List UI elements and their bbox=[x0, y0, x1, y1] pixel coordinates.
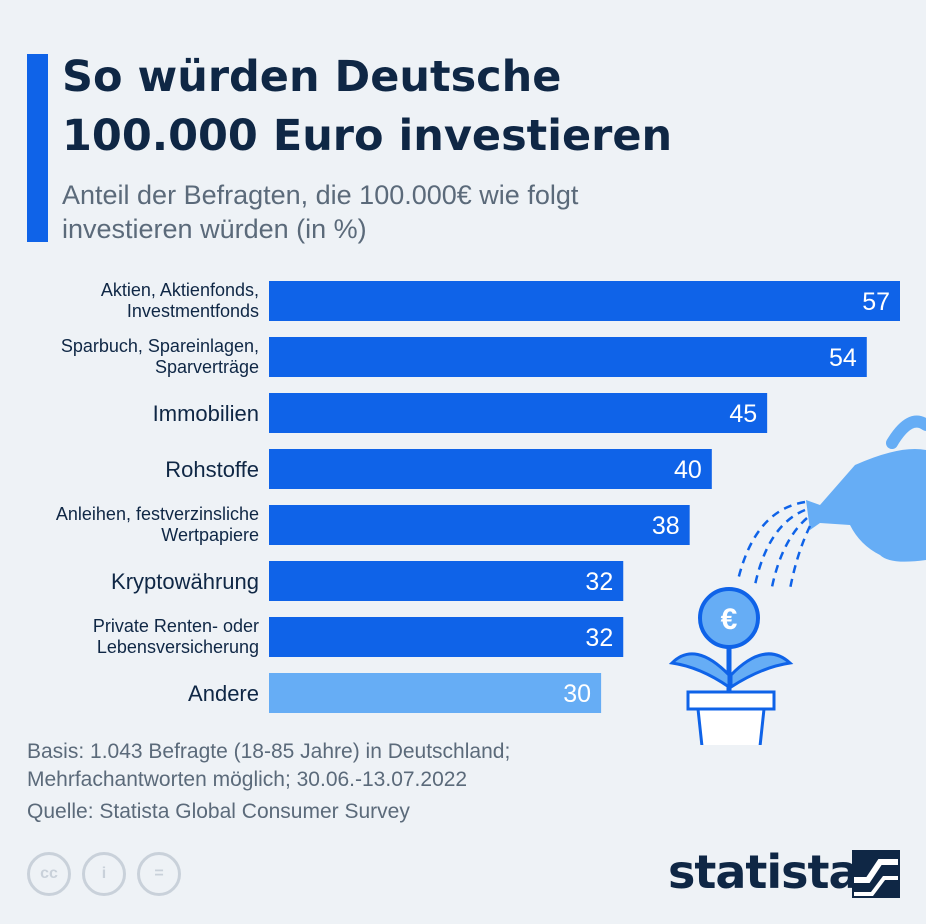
category-label-2: Immobilien bbox=[153, 401, 259, 426]
title-line-1: So würden Deutsche bbox=[62, 52, 562, 102]
subtitle-line-2: investieren würden (in %) bbox=[62, 214, 367, 244]
category-label-0: Aktien, Aktienfonds, Investmentfonds bbox=[101, 280, 259, 321]
no-derivatives-icon[interactable]: = bbox=[137, 852, 181, 896]
statista-logo-text[interactable]: statista bbox=[668, 845, 860, 899]
cc-icon[interactable]: cc bbox=[27, 852, 71, 896]
bar-3 bbox=[269, 449, 712, 489]
subtitle-line-1: Anteil der Befragten, die 100.000€ wie f… bbox=[62, 180, 579, 210]
title-line-2: 100.000 Euro investieren bbox=[62, 111, 673, 161]
category-label-1: Sparbuch, Spareinlagen, Sparverträge bbox=[61, 336, 259, 377]
chart-title: So würden Deutsche 100.000 Euro investie… bbox=[62, 48, 892, 166]
title-accent-bar bbox=[27, 54, 48, 242]
watering-can-money-plant-icon: € bbox=[668, 415, 926, 745]
bar-value-label-0: 57 bbox=[862, 288, 890, 316]
bar-value-label-4: 38 bbox=[652, 512, 680, 540]
bar-5 bbox=[269, 561, 624, 601]
chart-subtitle: Anteil der Befragten, die 100.000€ wie f… bbox=[62, 178, 782, 246]
statista-logo-icon[interactable] bbox=[852, 850, 900, 898]
bar-2 bbox=[269, 393, 768, 433]
bar-value-label-2: 45 bbox=[729, 400, 757, 428]
bar-value-label-3: 40 bbox=[674, 456, 702, 484]
bar-value-label-1: 54 bbox=[829, 344, 857, 372]
source-note: Quelle: Statista Global Consumer Survey bbox=[27, 800, 410, 823]
category-label-4: Anleihen, festverzinsliche Wertpapiere bbox=[56, 504, 259, 545]
category-label-7: Andere bbox=[188, 681, 259, 706]
attribution-icon[interactable]: i bbox=[82, 852, 126, 896]
bar-value-label-7: 30 bbox=[563, 680, 591, 708]
bar-6 bbox=[269, 617, 624, 657]
bar-0 bbox=[269, 281, 900, 321]
svg-text:€: € bbox=[721, 603, 738, 636]
bar-value-label-6: 32 bbox=[585, 624, 613, 652]
bar-1 bbox=[269, 337, 867, 377]
bar-value-label-5: 32 bbox=[585, 568, 613, 596]
category-label-5: Kryptowährung bbox=[111, 569, 259, 594]
basis-note: Basis: 1.043 Befragte (18-85 Jahre) in D… bbox=[27, 740, 511, 791]
bar-7 bbox=[269, 673, 602, 713]
category-label-6: Private Renten- oder Lebensversicherung bbox=[93, 616, 259, 657]
bar-chart: 57 Aktien, Aktienfonds, Investmentfonds 54 S… bbox=[56, 280, 900, 713]
bar-4 bbox=[269, 505, 690, 545]
category-label-3: Rohstoffe bbox=[165, 457, 259, 482]
